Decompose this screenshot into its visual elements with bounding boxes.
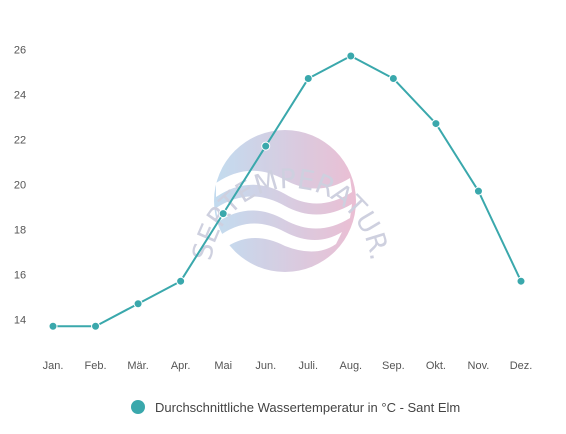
data-point[interactable] (261, 141, 271, 151)
x-tick-label: Nov. (468, 360, 490, 372)
data-point[interactable] (48, 321, 58, 331)
x-tick-label: Mär. (127, 360, 148, 372)
legend[interactable]: Durchschnittliche Wassertemperatur in °C… (131, 400, 460, 415)
y-tick-label: 24 (14, 89, 26, 101)
y-tick-label: 26 (14, 44, 26, 56)
y-axis: 14 16 18 20 22 24 26 (14, 44, 26, 326)
series-line (53, 54, 522, 328)
legend-label[interactable]: Durchschnittliche Wassertemperatur in °C… (155, 400, 460, 415)
data-point[interactable] (516, 276, 526, 286)
data-point[interactable] (176, 276, 186, 286)
watermark-wave (216, 196, 352, 229)
data-point[interactable] (431, 119, 441, 129)
watermark-wave (222, 223, 342, 252)
y-tick-label: 22 (14, 134, 26, 146)
y-tick-label: 14 (14, 314, 26, 326)
x-tick-label: Jan. (43, 360, 64, 372)
x-tick-label: Feb. (85, 360, 107, 372)
y-tick-label: 18 (14, 224, 26, 236)
x-axis: Jan. Feb. Mär. Apr. Mai Jun. Juli. Aug. Sep. Okt.… (43, 360, 533, 372)
data-point[interactable] (388, 74, 398, 84)
x-tick-label: Apr. (171, 360, 191, 372)
data-point[interactable] (346, 51, 356, 61)
x-tick-label: Juli. (298, 360, 318, 372)
x-tick-label: Okt. (426, 360, 446, 372)
data-point[interactable] (133, 299, 143, 309)
data-point[interactable] (218, 209, 228, 219)
y-tick-label: 20 (14, 179, 26, 191)
x-tick-label: Jun. (255, 360, 276, 372)
x-tick-label: Aug. (339, 360, 362, 372)
x-tick-label: Sep. (382, 360, 405, 372)
legend-marker[interactable] (131, 400, 145, 414)
series-group (48, 51, 526, 331)
data-point[interactable] (303, 74, 313, 84)
x-tick-label: Dez. (510, 360, 533, 372)
data-point[interactable] (473, 186, 483, 196)
y-tick-label: 16 (14, 269, 26, 281)
watermark-wave (216, 170, 352, 204)
x-tick-label: Mai (214, 360, 232, 372)
watermark-logo: WASSERTEMPERATUR.ORG (0, 0, 395, 272)
data-point[interactable] (91, 321, 101, 331)
